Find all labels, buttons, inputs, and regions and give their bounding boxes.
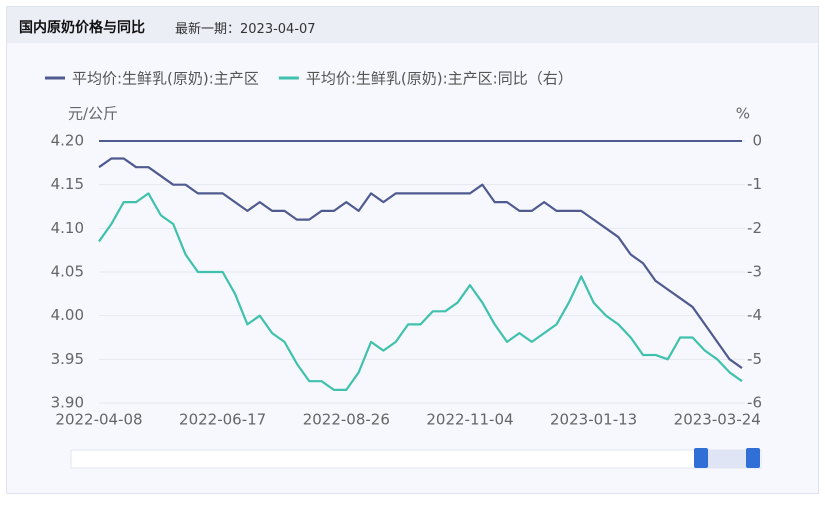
x-tick-label: 2022-08-26 [303, 411, 390, 429]
y-tick-label: 3.95 [51, 350, 84, 368]
x-tick-label: 2023-03-24 [674, 411, 761, 429]
y-tick-label: 4.05 [51, 263, 84, 281]
line-series [98, 192, 743, 391]
subtitle: 最新一期：2023-04-07 [175, 22, 316, 37]
y-tick-label: 4.15 [51, 175, 84, 193]
x-tick-label: 2023-01-13 [550, 411, 637, 429]
y2-tick-label: -2 [747, 219, 762, 237]
y2-tick-label: -4 [747, 306, 762, 324]
zoom-slider[interactable] [70, 449, 762, 469]
zoom-window[interactable] [700, 450, 754, 468]
y-tick-label: 3.90 [51, 394, 84, 412]
x-tick-label: 2022-06-17 [179, 411, 266, 429]
header: 国内原奶价格与同比 最新一期：2023-04-07 [7, 7, 818, 43]
y2-axis-label: % [736, 105, 750, 123]
y2-tick-label: -5 [747, 350, 762, 368]
chart-title: 国内原奶价格与同比 [19, 20, 145, 36]
y-tick-label: 4.00 [51, 306, 84, 324]
legend-label: 平均价:生鲜乳(原奶):主产区:同比（右） [306, 70, 573, 88]
line-series [98, 157, 743, 369]
zoom-handle[interactable] [746, 448, 760, 468]
panel: 国内原奶价格与同比 最新一期：2023-04-07 [6, 6, 819, 494]
y2-tick-label: -3 [747, 263, 762, 281]
legend-label: 平均价:生鲜乳(原奶):主产区 [72, 70, 259, 88]
zoom-handle[interactable] [694, 448, 708, 468]
y2-tick-label: -6 [747, 394, 762, 412]
y2-tick-label: -1 [747, 175, 762, 193]
x-tick-label: 2022-04-08 [55, 411, 142, 429]
y-tick-label: 4.20 [51, 132, 84, 150]
x-tick-label: 2022-11-04 [426, 411, 513, 429]
y2-tick-label: 0 [752, 132, 762, 150]
y-axis-label: 元/公斤 [68, 105, 118, 123]
y-tick-label: 4.10 [51, 219, 84, 237]
